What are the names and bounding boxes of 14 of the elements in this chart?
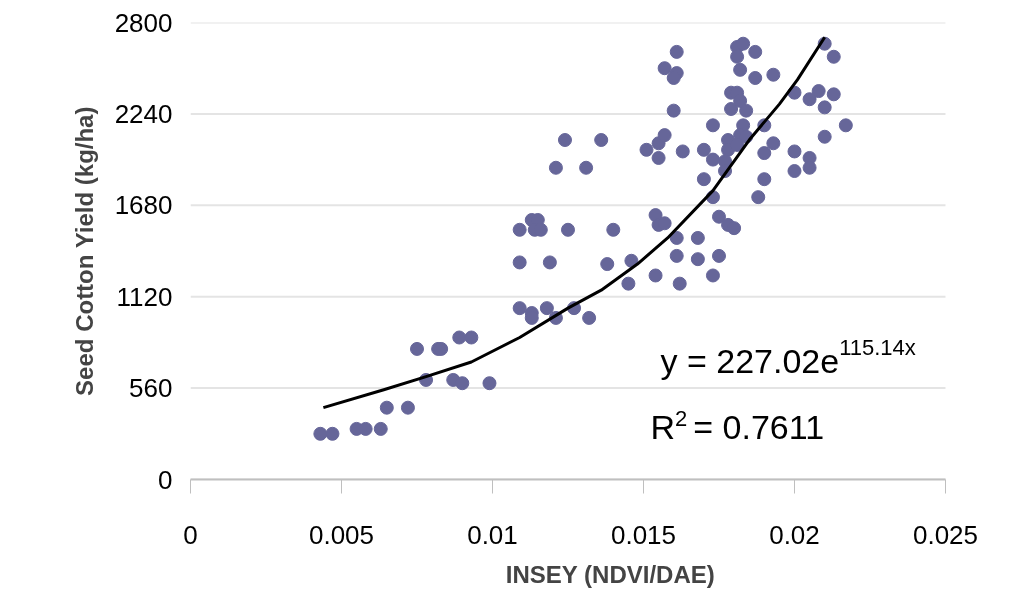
y-tick-label: 560 [129,373,173,404]
x-tick-label: 0.005 [308,519,375,550]
y-tick-label: 2240 [114,98,173,129]
x-tick-label: 0.015 [610,519,677,550]
x-tick-label: 0.02 [769,519,820,550]
y-tick-label: 1680 [114,190,173,221]
x-tick-label: 0.01 [467,519,518,550]
y-tick-label: 1120 [116,281,173,312]
x-tick-label: 0 [183,519,198,550]
y-tick-label: 0 [158,464,173,495]
x-axis-title: INSEY (NDVI/DAE) [505,560,715,588]
y-tick-label: 2800 [114,7,173,38]
y-axis-title: Seed Cotton Yield (kg/ha) [70,106,98,396]
x-tick-label: 0.025 [912,519,979,550]
